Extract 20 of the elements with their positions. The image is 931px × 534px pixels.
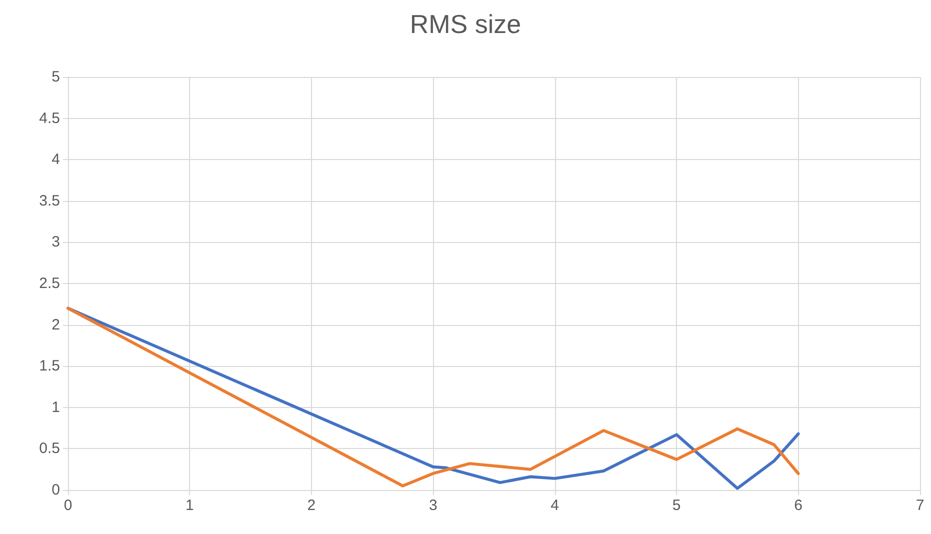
x-tick-label: 7: [916, 497, 924, 514]
x-tick-label: 2: [307, 497, 316, 514]
x-tick-label: 0: [64, 497, 72, 514]
y-tick-label: 4.5: [39, 110, 60, 127]
y-tick-label: 1.5: [39, 358, 60, 375]
y-tick-label: 0: [52, 482, 60, 498]
y-tick-label: 2.5: [39, 275, 60, 292]
y-tick-label: 3.5: [39, 192, 60, 210]
y-tick-label: 2: [52, 316, 60, 334]
x-tick-label: 1: [186, 497, 194, 514]
y-tick-label: 4: [52, 151, 60, 168]
x-tick-label: 5: [672, 497, 681, 514]
chart-title: RMS size: [410, 9, 522, 39]
y-tick-label: 1: [52, 398, 60, 416]
y-tick-label: 3: [52, 234, 60, 251]
y-tick-label: 5: [52, 68, 60, 86]
y-tick-label: 0.5: [39, 440, 60, 458]
x-tick-label: 4: [550, 497, 560, 514]
x-tick-label: 3: [428, 497, 438, 514]
x-tick-label: 6: [794, 497, 802, 514]
